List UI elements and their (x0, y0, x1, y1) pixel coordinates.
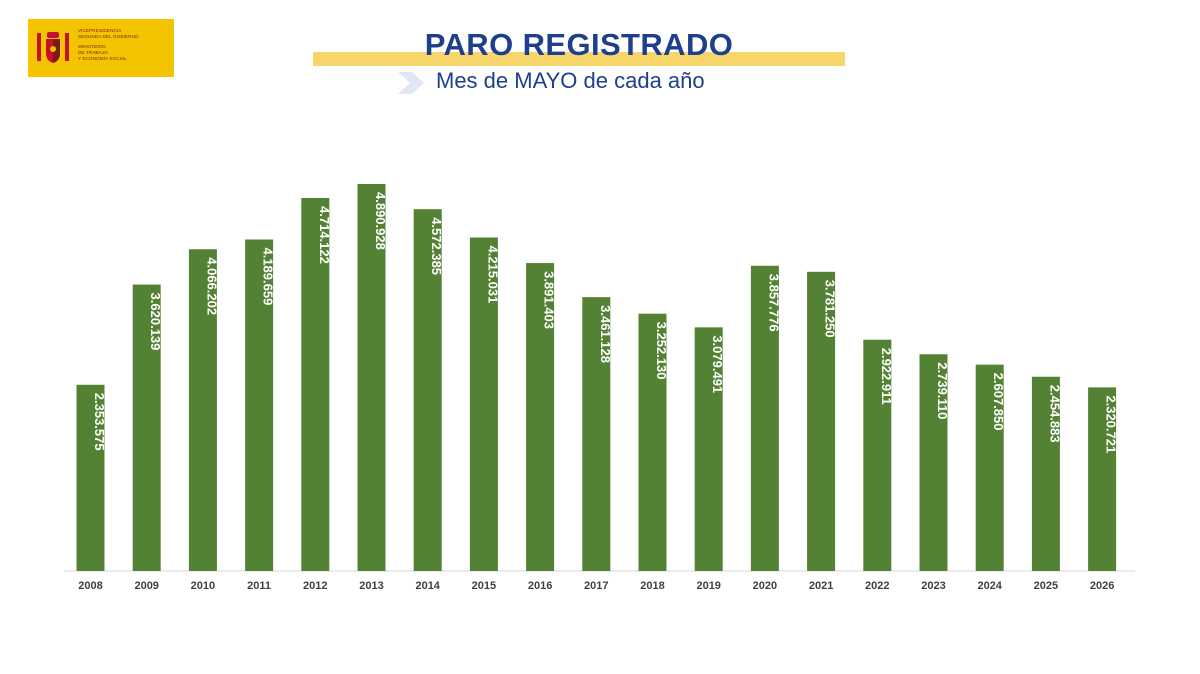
x-tick-label-2020: 2020 (753, 580, 777, 592)
data-label-2026: 2.320.721 (1104, 395, 1119, 453)
x-tick-label-2026: 2026 (1090, 580, 1114, 592)
x-tick-label-2017: 2017 (584, 580, 608, 592)
x-tick-label-2009: 2009 (134, 580, 158, 592)
bar-2009 (132, 284, 161, 571)
bar-2024 (975, 364, 1004, 571)
x-tick-label-2013: 2013 (359, 580, 383, 592)
x-tick-label-2011: 2011 (247, 580, 271, 592)
logo-line: Ministerio (78, 44, 106, 49)
data-label-2016: 3.891.403 (542, 271, 557, 329)
x-tick-label-2018: 2018 (640, 580, 664, 592)
data-label-2017: 3.461.128 (598, 305, 613, 363)
x-tick-label-2008: 2008 (78, 580, 102, 592)
data-label-2013: 4.890.928 (373, 192, 388, 250)
bar-2015 (469, 237, 498, 571)
x-tick-label-2019: 2019 (696, 580, 720, 592)
data-label-2019: 3.079.491 (710, 335, 725, 393)
government-logo: Vicepresidencia Segunda del Gobierno Min… (28, 19, 174, 77)
page-title: PARO REGISTRADO (424, 27, 734, 62)
data-label-2024: 2.607.850 (991, 373, 1006, 431)
spain-coat-of-arms-icon (37, 32, 69, 63)
x-tick-label-2021: 2021 (809, 580, 833, 592)
bar-2018 (638, 313, 667, 571)
bar-2020 (750, 265, 779, 571)
data-label-2022: 2.922.911 (879, 348, 894, 405)
logo-line: de Trabajo (78, 50, 108, 55)
x-tick-label-2022: 2022 (865, 580, 889, 592)
x-tick-label-2024: 2024 (977, 580, 1002, 592)
bar-2010 (188, 249, 217, 572)
data-label-2010: 4.066.202 (204, 257, 219, 315)
bar-2013 (357, 184, 386, 571)
bar-2011 (245, 239, 274, 571)
logo-text: Vicepresidencia Segunda del Gobierno Min… (78, 28, 170, 62)
bar-2014 (413, 209, 442, 571)
chevron-right-icon (398, 72, 424, 94)
bar-2008 (76, 384, 105, 571)
data-label-2015: 4.215.031 (485, 245, 500, 303)
x-tick-label-2025: 2025 (1034, 580, 1058, 592)
logo-line: y Economía Social (78, 56, 127, 61)
x-tick-label-2016: 2016 (528, 580, 552, 592)
data-label-2023: 2.739.110 (935, 362, 950, 419)
logo-line: Vicepresidencia (78, 28, 122, 33)
data-label-2009: 3.620.139 (148, 293, 163, 351)
bar-2022 (863, 339, 892, 571)
data-label-2020: 3.857.776 (766, 274, 781, 332)
title-highlight-band (313, 52, 845, 66)
x-tick-label-2023: 2023 (921, 580, 945, 592)
data-label-2025: 2.454.883 (1047, 385, 1062, 443)
bar-2017 (582, 297, 611, 571)
x-tick-label-2012: 2012 (303, 580, 327, 592)
bar-2025 (1031, 376, 1060, 571)
data-label-2018: 3.252.130 (654, 322, 669, 380)
bar-2023 (919, 354, 948, 571)
data-label-2012: 4.714.122 (317, 206, 332, 264)
bar-2012 (301, 197, 330, 571)
data-label-2014: 4.572.385 (429, 217, 444, 275)
bar-2019 (694, 327, 723, 571)
x-tick-label-2010: 2010 (191, 580, 215, 592)
data-label-2011: 4.189.659 (261, 247, 276, 305)
page-subtitle: Mes de MAYO de cada año (436, 68, 705, 93)
bar-2021 (807, 271, 836, 571)
bar-2016 (526, 263, 555, 571)
logo-line: Segunda del Gobierno (78, 34, 139, 39)
data-label-2008: 2.353.575 (92, 393, 107, 451)
bar-2026 (1088, 387, 1117, 571)
data-label-2021: 3.781.250 (823, 280, 838, 338)
x-tick-label-2015: 2015 (472, 580, 496, 592)
x-tick-label-2014: 2014 (415, 580, 440, 592)
